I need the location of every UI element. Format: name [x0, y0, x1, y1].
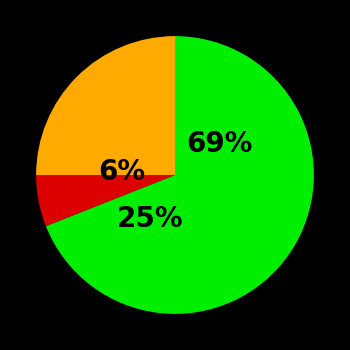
- Wedge shape: [46, 36, 314, 314]
- Wedge shape: [36, 36, 175, 175]
- Text: 6%: 6%: [99, 158, 146, 186]
- Text: 25%: 25%: [117, 205, 183, 233]
- Text: 69%: 69%: [186, 131, 253, 159]
- Wedge shape: [36, 175, 175, 226]
